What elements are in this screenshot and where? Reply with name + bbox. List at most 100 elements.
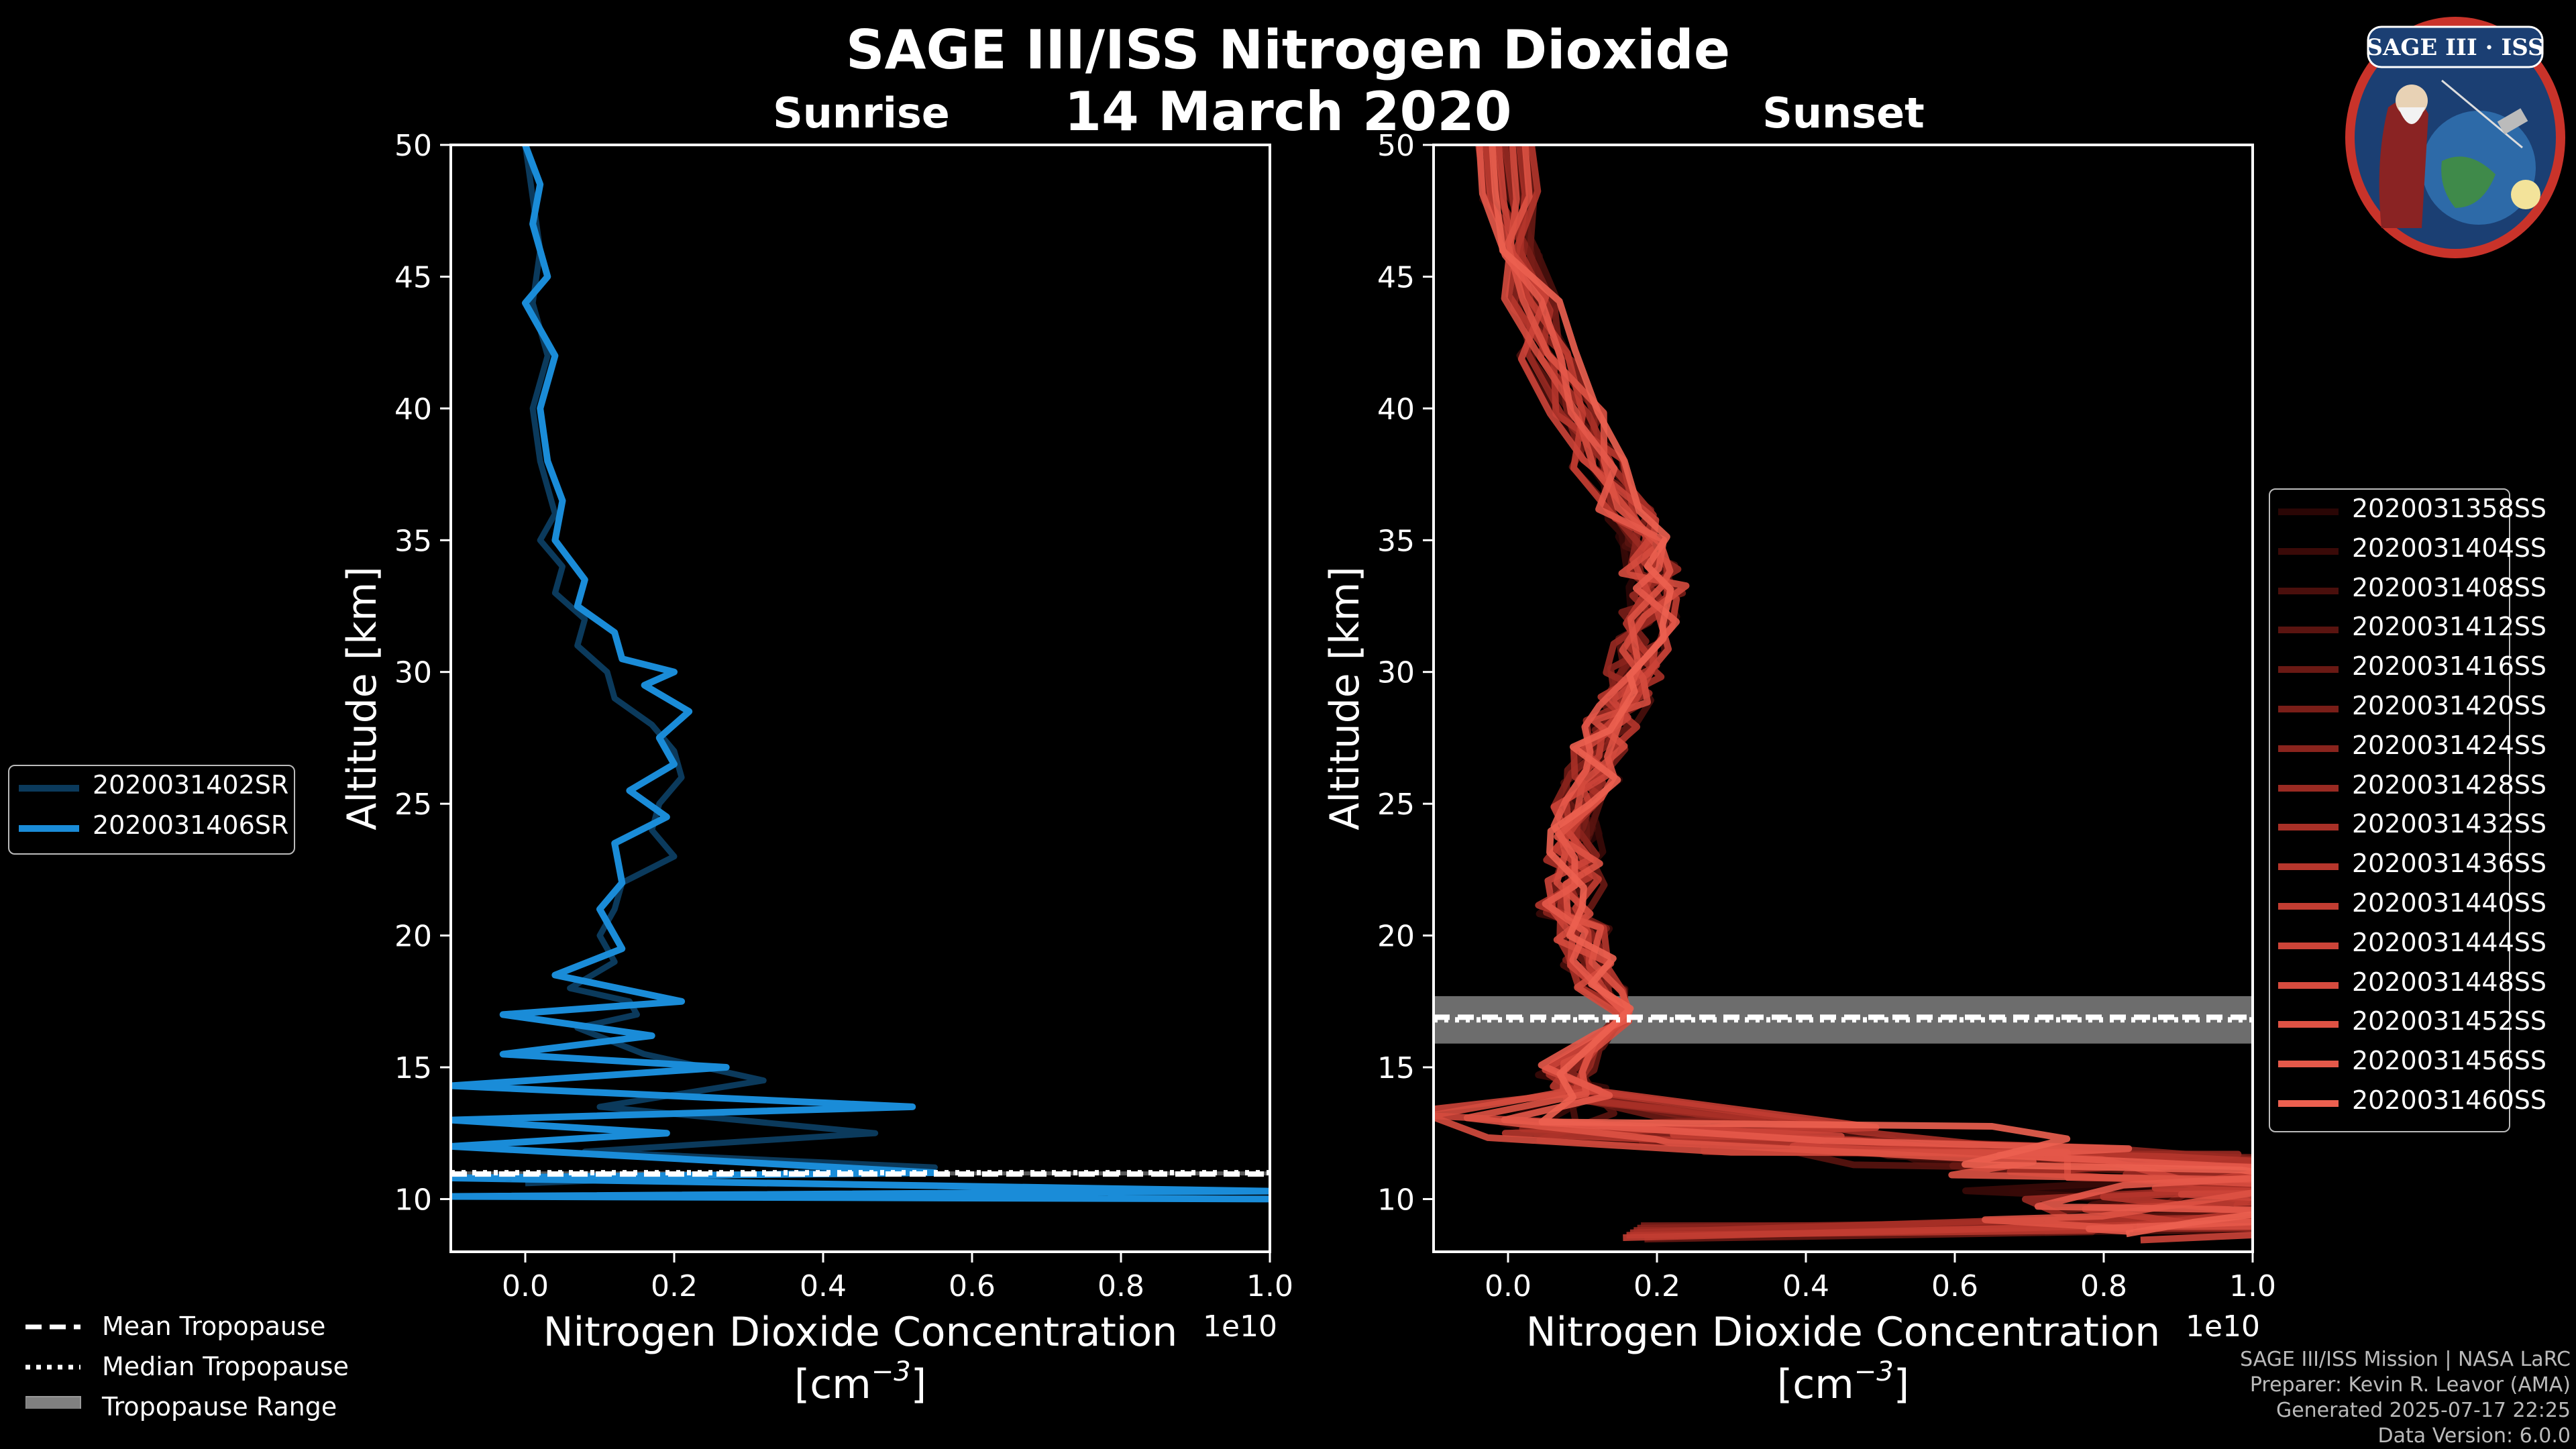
y-tick-label: 35 <box>1377 524 1415 558</box>
y-tick-label: 25 <box>1377 788 1415 822</box>
y-tick-label: 30 <box>394 656 432 690</box>
legend-label: 2020031436SS <box>2352 849 2547 879</box>
x-tick-label: 0.6 <box>1931 1269 1978 1303</box>
legend-label: 2020031406SR <box>93 810 289 840</box>
x-tick-label: 0.8 <box>2080 1269 2127 1303</box>
series-line-2020031460SS <box>1489 145 2253 1238</box>
y-tick-label: 20 <box>1377 920 1415 954</box>
legend-swatch-2020031452SS <box>2278 1021 2339 1028</box>
legend-label: 2020031428SS <box>2352 769 2547 800</box>
legend-swatch-2020031424SS <box>2278 745 2339 752</box>
x-scale-label: 1e10 <box>2186 1309 2260 1344</box>
legend-label: 2020031452SS <box>2352 1006 2547 1036</box>
y-tick-label: 40 <box>394 392 432 427</box>
y-tick-label: 15 <box>394 1051 432 1085</box>
plot-frame <box>1432 144 2254 1253</box>
x-axis-label: Nitrogen Dioxide Concentration <box>543 1309 1178 1356</box>
x-tick-label: 0.2 <box>1633 1269 1680 1303</box>
tropopause-range-swatch <box>25 1396 81 1409</box>
median-tropopause-label: Median Tropopause <box>102 1352 349 1381</box>
y-tick-label: 45 <box>1377 260 1415 294</box>
x-tick-label: 0.0 <box>502 1269 549 1303</box>
legend-swatch-2020031428SS <box>2278 784 2339 792</box>
credits-version: Data Version: 6.0.0 <box>2377 1424 2571 1448</box>
credits: SAGE III/ISS Mission | NASA LaRC Prepare… <box>2240 1347 2571 1449</box>
sunset-panel-title: Sunset <box>1762 89 1925 138</box>
sunrise-legend <box>8 765 295 855</box>
legend-label: 2020031416SS <box>2352 651 2547 682</box>
legend-swatch-2020031448SS <box>2278 981 2339 989</box>
legend-swatch-2020031416SS <box>2278 666 2339 674</box>
sunrise-panel-title: Sunrise <box>773 89 950 138</box>
y-tick-label: 50 <box>1377 129 1415 163</box>
legend-label: 2020031444SS <box>2352 927 2547 957</box>
y-axis-label: Altitude [km] <box>339 566 386 830</box>
x-tick-label: 0.6 <box>949 1269 996 1303</box>
legend-swatch-2020031404SS <box>2278 547 2339 555</box>
legend-label: 2020031420SS <box>2352 691 2547 720</box>
legend-swatch-2020031460SS <box>2278 1100 2339 1107</box>
legend-label: 2020031412SS <box>2352 612 2547 642</box>
legend-label: 2020031440SS <box>2352 888 2547 918</box>
x-scale-label: 1e10 <box>1203 1309 1277 1344</box>
series-line-2020031456SS <box>1476 145 2253 1235</box>
series-line-2020031402SR <box>522 145 938 1187</box>
legend-swatch-2020031456SS <box>2278 1061 2339 1068</box>
series-line-2020031406SR <box>451 145 1270 1203</box>
legend-label: 2020031448SS <box>2352 967 2547 997</box>
x-tick-label: 0.0 <box>1485 1269 1532 1303</box>
sunset-plot: 10 15 20 25 30 35 40 45 50 0.0 0.2 0.4 0.6 0.8 1.0 1e10… <box>1322 129 2276 1408</box>
series-line-2020031424SS <box>1489 145 2253 1232</box>
x-tick-label: 0.2 <box>651 1269 698 1303</box>
mission-patch-icon: SAGE III · ISS <box>2345 17 2565 258</box>
x-tick-label: 1.0 <box>1246 1269 1293 1303</box>
x-tick-label: 0.4 <box>1782 1269 1829 1303</box>
legend-label: 2020031456SS <box>2352 1046 2547 1076</box>
plot-frame <box>449 144 1271 1253</box>
y-tick-label: 25 <box>394 788 432 822</box>
legend-label: 2020031358SS <box>2352 494 2547 523</box>
mean-tropopause-label: Mean Tropopause <box>102 1311 326 1341</box>
y-tick-label: 10 <box>394 1183 432 1217</box>
x-axis-label: Nitrogen Dioxide Concentration <box>1526 1309 2161 1356</box>
legend-swatch-2020031402SR <box>19 785 79 792</box>
y-tick-label: 30 <box>1377 656 1415 690</box>
plot-area <box>1434 145 2253 1244</box>
tropopause-range-label: Tropopause Range <box>102 1392 337 1421</box>
tropopause-legend-swatches <box>25 1324 81 1409</box>
x-tick-label: 0.4 <box>800 1269 847 1303</box>
plot-area <box>451 145 1270 1203</box>
x-tick-label: 0.8 <box>1097 1269 1144 1303</box>
y-tick-label: 10 <box>1377 1183 1415 1217</box>
legend-swatch-2020031408SS <box>2278 587 2339 594</box>
y-tick-label: 50 <box>394 129 432 163</box>
y-tick-label: 35 <box>394 524 432 558</box>
legend-label: 2020031408SS <box>2352 572 2547 602</box>
legend-swatch-2020031420SS <box>2278 706 2339 712</box>
legend-label: 2020031432SS <box>2352 809 2547 839</box>
chart-title: SAGE III/ISS Nitrogen Dioxide <box>845 19 1731 81</box>
legend-swatch-2020031432SS <box>2278 824 2339 831</box>
legend-label: 2020031404SS <box>2352 533 2547 563</box>
date-title: 14 March 2020 <box>1064 80 1512 143</box>
y-tick-label: 20 <box>394 920 432 954</box>
legend-swatch-2020031358SS <box>2278 508 2339 515</box>
legend-label: 2020031402SR <box>93 770 289 800</box>
legend-swatch-2020031444SS <box>2278 942 2339 949</box>
logo-text: SAGE III · ISS <box>2366 34 2544 61</box>
sunrise-plot: 10 15 20 25 30 35 40 45 50 0.0 0.2 0.4 0.6 0.8 1.0 1e10… <box>339 129 1293 1408</box>
legend-swatch-2020031406SR <box>19 825 79 832</box>
legend-label: 2020031424SS <box>2352 730 2547 760</box>
y-axis-label: Altitude [km] <box>1322 566 1368 830</box>
y-tick-label: 15 <box>1377 1051 1415 1085</box>
credits-generated: Generated 2025-07-17 22:25 <box>2275 1399 2571 1422</box>
y-tick-label: 45 <box>394 260 432 294</box>
legend-swatch-2020031436SS <box>2278 863 2339 871</box>
credits-mission: SAGE III/ISS Mission | NASA LaRC <box>2240 1348 2571 1371</box>
credits-preparer: Preparer: Kevin R. Leavor (AMA) <box>2249 1373 2571 1397</box>
legend-swatch-2020031440SS <box>2278 903 2339 910</box>
legend-swatch-2020031412SS <box>2278 627 2339 634</box>
y-tick-label: 40 <box>1377 392 1415 427</box>
x-tick-label: 1.0 <box>2229 1269 2276 1303</box>
